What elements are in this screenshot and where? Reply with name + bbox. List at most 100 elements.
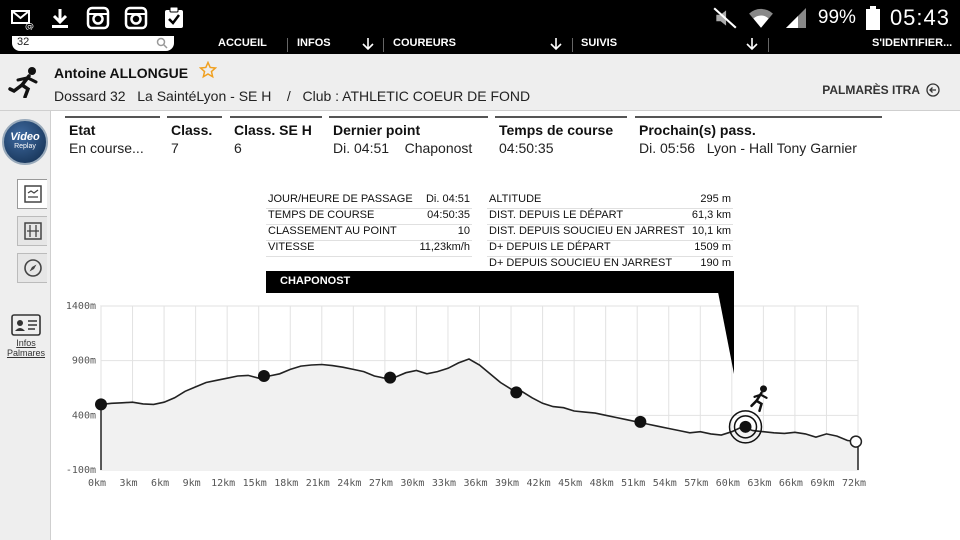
x-tick-label: 48km	[590, 478, 614, 489]
checkpoint-marker	[384, 371, 397, 384]
popup-value: 10,1 km	[691, 225, 731, 237]
checkpoint-info-popup: JOUR/HEURE DE PASSAGE Di. 04:51 TEMPS DE…	[266, 192, 734, 273]
summary-divider	[635, 116, 882, 118]
left-sidebar: Video Replay Infos Palmares	[0, 111, 51, 540]
checkpoint-marker	[634, 415, 647, 428]
signal-icon	[785, 8, 806, 28]
compass-icon	[23, 259, 42, 277]
nav-coureurs[interactable]: COUREURS	[393, 37, 456, 49]
chevron-down-icon[interactable]	[746, 37, 758, 51]
x-tick-label: 69km	[810, 478, 834, 489]
site-nav: 32 ACCUEIL INFOS COUREURS SUIVIS S'IDENT…	[0, 36, 960, 54]
clipboard-check-icon	[165, 6, 183, 28]
summary-class-cat: Class. SE H 6	[230, 116, 322, 156]
chevron-down-icon[interactable]	[362, 37, 374, 51]
popup-row: DIST. DEPUIS SOUCIEU EN JARREST 10,1 km	[487, 224, 733, 241]
nav-suivis[interactable]: SUIVIS	[581, 37, 618, 49]
x-tick-label: 9km	[183, 478, 201, 489]
x-tick-label: 39km	[495, 478, 519, 489]
current-position-ring	[728, 410, 763, 444]
download-icon	[52, 9, 68, 28]
x-tick-label: 60km	[716, 478, 740, 489]
tab-map[interactable]	[17, 253, 47, 283]
popup-row: TEMPS DE COURSE 04:50:35	[266, 208, 472, 225]
mute-icon	[713, 7, 737, 29]
checkpoint-name-bar: CHAPONOST	[266, 271, 734, 293]
nav-accueil[interactable]: ACCUEIL	[218, 37, 267, 49]
finish-marker	[849, 435, 863, 448]
status-bar: @ 99% 05:43	[0, 0, 960, 36]
y-tick-label: -100m	[66, 465, 96, 476]
chevron-down-icon[interactable]	[550, 37, 562, 51]
summary-label: Etat	[69, 122, 96, 138]
x-tick-label: 51km	[621, 478, 645, 489]
x-tick-label: 66km	[779, 478, 803, 489]
athlete-name: Antoine ALLONGUE	[54, 65, 189, 81]
checkpoint-marker	[510, 386, 523, 399]
nav-login[interactable]: S'IDENTIFIER...	[872, 37, 953, 49]
palmares-label: PALMARÈS ITRA	[822, 83, 920, 97]
x-tick-label: 27km	[369, 478, 393, 489]
popup-key: DIST. DEPUIS SOUCIEU EN JARREST	[489, 225, 685, 237]
summary-divider	[329, 116, 488, 118]
popup-row: ALTITUDE 295 m	[487, 192, 733, 209]
search-icon[interactable]	[156, 37, 168, 49]
popup-value: 10	[457, 225, 470, 237]
wifi-icon	[748, 8, 773, 28]
x-tick-label: 0km	[88, 478, 106, 489]
summary-etat: Etat En course...	[65, 116, 160, 156]
system-icons: 99% 05:43	[712, 0, 950, 36]
popup-value: 190 m	[700, 257, 731, 269]
x-tick-label: 33km	[432, 478, 456, 489]
battery-icon	[865, 6, 880, 30]
video-replay-button[interactable]: Video Replay	[2, 119, 48, 165]
clock: 05:43	[889, 5, 950, 30]
popup-key: VITESSE	[268, 241, 315, 253]
summary-value: 6	[234, 140, 242, 156]
instagram-icon	[86, 6, 110, 30]
palmares-itra-link[interactable]: PALMARÈS ITRA	[822, 83, 940, 97]
popup-key: JOUR/HEURE DE PASSAGE	[268, 193, 413, 205]
x-tick-label: 36km	[463, 478, 487, 489]
summary-value: 04:50:35	[499, 140, 554, 156]
popup-key: TEMPS DE COURSE	[268, 209, 375, 221]
summary-last-point: Dernier point Di. 04:51 Chaponost	[329, 116, 488, 156]
tab-table[interactable]	[17, 216, 47, 246]
star-icon[interactable]	[199, 61, 217, 79]
summary-value: En course...	[69, 140, 144, 156]
x-tick-label: 12km	[211, 478, 235, 489]
nav-infos[interactable]: INFOS	[297, 37, 331, 49]
infos-palmares-button[interactable]: Infos Palmares	[4, 314, 48, 358]
tab-profile-chart[interactable]	[17, 179, 47, 209]
popup-value: 04:50:35	[427, 209, 470, 221]
popup-key: ALTITUDE	[489, 193, 542, 205]
x-tick-label: 54km	[653, 478, 677, 489]
popup-row: JOUR/HEURE DE PASSAGE Di. 04:51	[266, 192, 472, 209]
profile-area	[101, 359, 858, 470]
popup-key: D+ DEPUIS LE DÉPART	[489, 241, 611, 253]
popup-key: DIST. DEPUIS LE DÉPART	[489, 209, 624, 221]
summary-label: Class. SE H	[234, 122, 312, 138]
runner-position-icon	[750, 385, 768, 413]
checkpoint-marker-current	[739, 420, 752, 433]
arrow-left-circle-icon	[926, 83, 940, 97]
popup-value: 1509 m	[694, 241, 731, 253]
summary-divider	[167, 116, 222, 118]
popup-value: Di. 04:51	[425, 193, 470, 205]
popup-key: D+ DEPUIS SOUCIEU EN JARREST	[489, 257, 673, 269]
summary-value: Di. 05:56 Lyon - Hall Tony Garnier	[639, 140, 857, 156]
popup-pointer	[718, 292, 734, 374]
summary-divider	[230, 116, 322, 118]
grid-icon	[23, 222, 42, 240]
nav-divider	[572, 38, 573, 52]
x-tick-label: 24km	[337, 478, 361, 489]
search-input[interactable]: 32	[12, 36, 174, 51]
nav-divider	[287, 38, 288, 52]
palmares-label: Palmares	[6, 348, 45, 358]
popup-value: 11,23km/h	[419, 241, 470, 253]
chart-list-icon	[23, 185, 42, 203]
x-tick-label: 6km	[151, 478, 169, 489]
popup-value: 61,3 km	[691, 209, 731, 221]
search-value: 32	[17, 36, 30, 48]
